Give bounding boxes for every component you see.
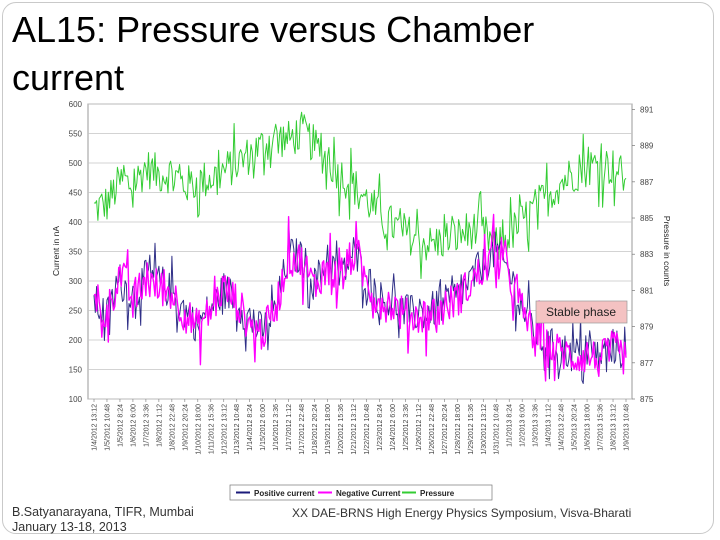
x-tick-label: 1/11/2012 15:36 [208, 404, 215, 454]
x-tick-label: 1/18/2012 20:24 [312, 404, 319, 455]
x-tick-label: 1/12/2012 13:12 [221, 404, 228, 455]
x-tick-label: 1/4/2013 22:48 [559, 404, 566, 451]
x-tick-label: 1/5/2013 20:24 [572, 404, 579, 451]
x-tick-label: 1/15/2012 6:00 [260, 404, 267, 451]
x-tick-label: 1/26/2012 22:48 [429, 404, 436, 455]
footer-author: B.Satyanarayana, TIFR, Mumbai January 13… [12, 505, 282, 535]
y-tick-label: 350 [69, 248, 83, 257]
x-tick-label: 1/2/2013 6:00 [520, 404, 527, 447]
x-tick-label: 1/27/2012 20:24 [442, 404, 449, 455]
y-tick-label: 600 [69, 100, 83, 109]
x-tick-label: 1/30/2012 13:12 [481, 404, 488, 455]
y2-tick-label: 885 [640, 214, 654, 223]
x-tick-label: 1/6/2012 6:00 [130, 404, 137, 447]
y2-tick-label: 889 [640, 142, 654, 151]
x-tick-label: 1/7/2013 15:36 [598, 404, 605, 451]
y-tick-label: 250 [69, 307, 83, 316]
legend: Positive current Negative Current Pressure [229, 484, 493, 501]
x-tick-label: 1/3/2013 3:36 [533, 404, 540, 447]
x-tick-label: 1/22/2012 10:48 [364, 404, 371, 455]
x-tick-label: 1/25/2012 3:36 [403, 404, 410, 451]
x-tick-label: 1/8/2012 1:12 [156, 404, 163, 447]
x-tick-label: 1/19/2012 18:00 [325, 404, 332, 455]
legend-box [229, 484, 493, 501]
x-tick-label: 1/8/2012 22:48 [169, 404, 176, 451]
x-tick-label: 1/23/2012 8:24 [377, 404, 384, 451]
x-tick-label: 1/9/2013 10:48 [624, 404, 631, 451]
y-tick-label: 500 [69, 159, 83, 168]
y-tick-label: 200 [69, 336, 83, 345]
footer-event: XX DAE-BRNS High Energy Physics Symposiu… [292, 506, 632, 520]
y-tick-label: 100 [69, 395, 83, 404]
x-tick-label: 1/16/2012 3:36 [273, 404, 280, 451]
x-tick-label: 1/9/2012 20:24 [182, 404, 189, 451]
x-tick-label: 1/5/2012 8:24 [117, 404, 124, 447]
x-tick-label: 1/5/2012 10:48 [104, 404, 111, 451]
y2-tick-label: 883 [640, 250, 654, 259]
y-tick-label: 400 [69, 218, 83, 227]
y2-tick-label: 881 [640, 286, 654, 295]
y-tick-label: 450 [69, 189, 83, 198]
x-tick-label: 1/31/2012 10:48 [494, 404, 501, 455]
series-line-negative-current [93, 213, 627, 382]
x-tick-label: 1/20/2012 15:36 [338, 404, 345, 455]
y-tick-label: 150 [69, 366, 83, 375]
y2-tick-label: 879 [640, 323, 654, 332]
y-axis-label: Current in nA [51, 226, 61, 276]
legend-label: Negative Current [336, 489, 401, 498]
slide-title: AL15: Pressure versus Chamber current [12, 9, 535, 98]
x-tick-label: 1/29/2012 15:36 [468, 404, 475, 455]
y-tick-label: 300 [69, 277, 83, 286]
footer-author-name: B.Satyanarayana, TIFR, Mumbai [12, 505, 194, 519]
x-tick-label: 1/10/2012 18:00 [195, 404, 202, 455]
x-tick-label: 1/7/2012 3:36 [143, 404, 150, 447]
x-tick-label: 1/8/2013 13:12 [611, 404, 618, 451]
footer-date: January 13-18, 2013 [12, 520, 127, 534]
x-tick-label: 1/4/2013 1:12 [546, 404, 553, 447]
slide-frame [2, 2, 714, 534]
y2-tick-label: 877 [640, 359, 654, 368]
annotation-label: Stable phase [546, 305, 616, 319]
legend-label: Positive current [254, 489, 315, 498]
y2-axis-label: Pressure in counts [662, 216, 672, 286]
y2-tick-label: 887 [640, 178, 654, 187]
x-tick-label: 1/13/2012 10:48 [234, 404, 241, 455]
series-line-pressure [93, 111, 627, 279]
x-tick-label: 1/21/2012 13:12 [351, 404, 358, 455]
x-tick-label: 1/17/2012 1:12 [286, 404, 293, 451]
y2-tick-label: 875 [640, 395, 654, 404]
x-tick-label: 1/6/2013 18:00 [585, 404, 592, 451]
y2-tick-label: 891 [640, 105, 654, 114]
x-tick-label: 1/1/2013 8:24 [507, 404, 514, 447]
x-tick-label: 1/4/2012 13:12 [92, 404, 99, 451]
y-tick-label: 550 [69, 130, 83, 139]
annotation-box [535, 300, 628, 324]
x-tick-label: 1/24/2012 6:00 [390, 404, 397, 451]
x-tick-label: 1/14/2012 8:24 [247, 404, 254, 451]
x-tick-label: 1/28/2012 18:00 [455, 404, 462, 455]
legend-label: Pressure [420, 489, 455, 498]
x-tick-label: 1/26/2012 1:12 [416, 404, 423, 451]
x-tick-label: 1/17/2012 22:48 [299, 404, 306, 455]
